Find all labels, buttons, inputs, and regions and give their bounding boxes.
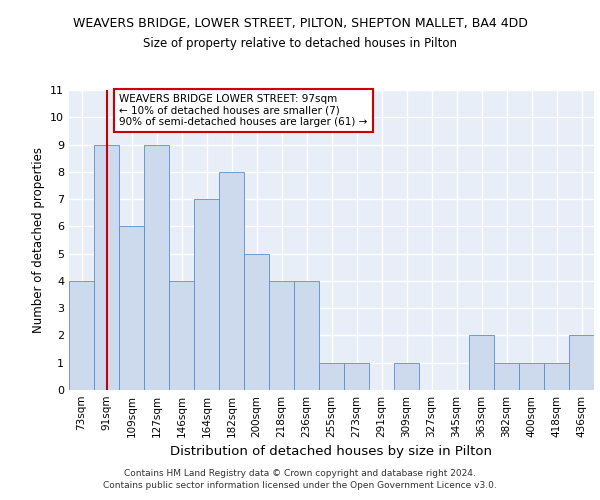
Bar (294, 281, 319, 390)
Bar (244, 254, 269, 390)
Bar (569, 336, 594, 390)
Bar (519, 362, 544, 390)
Bar (144, 144, 169, 390)
Bar (319, 362, 344, 390)
Bar (94, 144, 119, 390)
Bar (169, 281, 194, 390)
Bar (269, 281, 294, 390)
Bar (469, 336, 494, 390)
Text: WEAVERS BRIDGE LOWER STREET: 97sqm
← 10% of detached houses are smaller (7)
90% : WEAVERS BRIDGE LOWER STREET: 97sqm ← 10%… (119, 94, 367, 128)
Bar (544, 362, 569, 390)
X-axis label: Distribution of detached houses by size in Pilton: Distribution of detached houses by size … (170, 446, 493, 458)
Text: Size of property relative to detached houses in Pilton: Size of property relative to detached ho… (143, 38, 457, 51)
Bar (394, 362, 419, 390)
Bar (219, 172, 244, 390)
Bar (344, 362, 369, 390)
Text: WEAVERS BRIDGE, LOWER STREET, PILTON, SHEPTON MALLET, BA4 4DD: WEAVERS BRIDGE, LOWER STREET, PILTON, SH… (73, 18, 527, 30)
Y-axis label: Number of detached properties: Number of detached properties (32, 147, 44, 333)
Bar (69, 281, 94, 390)
Bar (194, 199, 219, 390)
Text: Contains HM Land Registry data © Crown copyright and database right 2024.
Contai: Contains HM Land Registry data © Crown c… (103, 468, 497, 490)
Bar (494, 362, 519, 390)
Bar (119, 226, 144, 390)
